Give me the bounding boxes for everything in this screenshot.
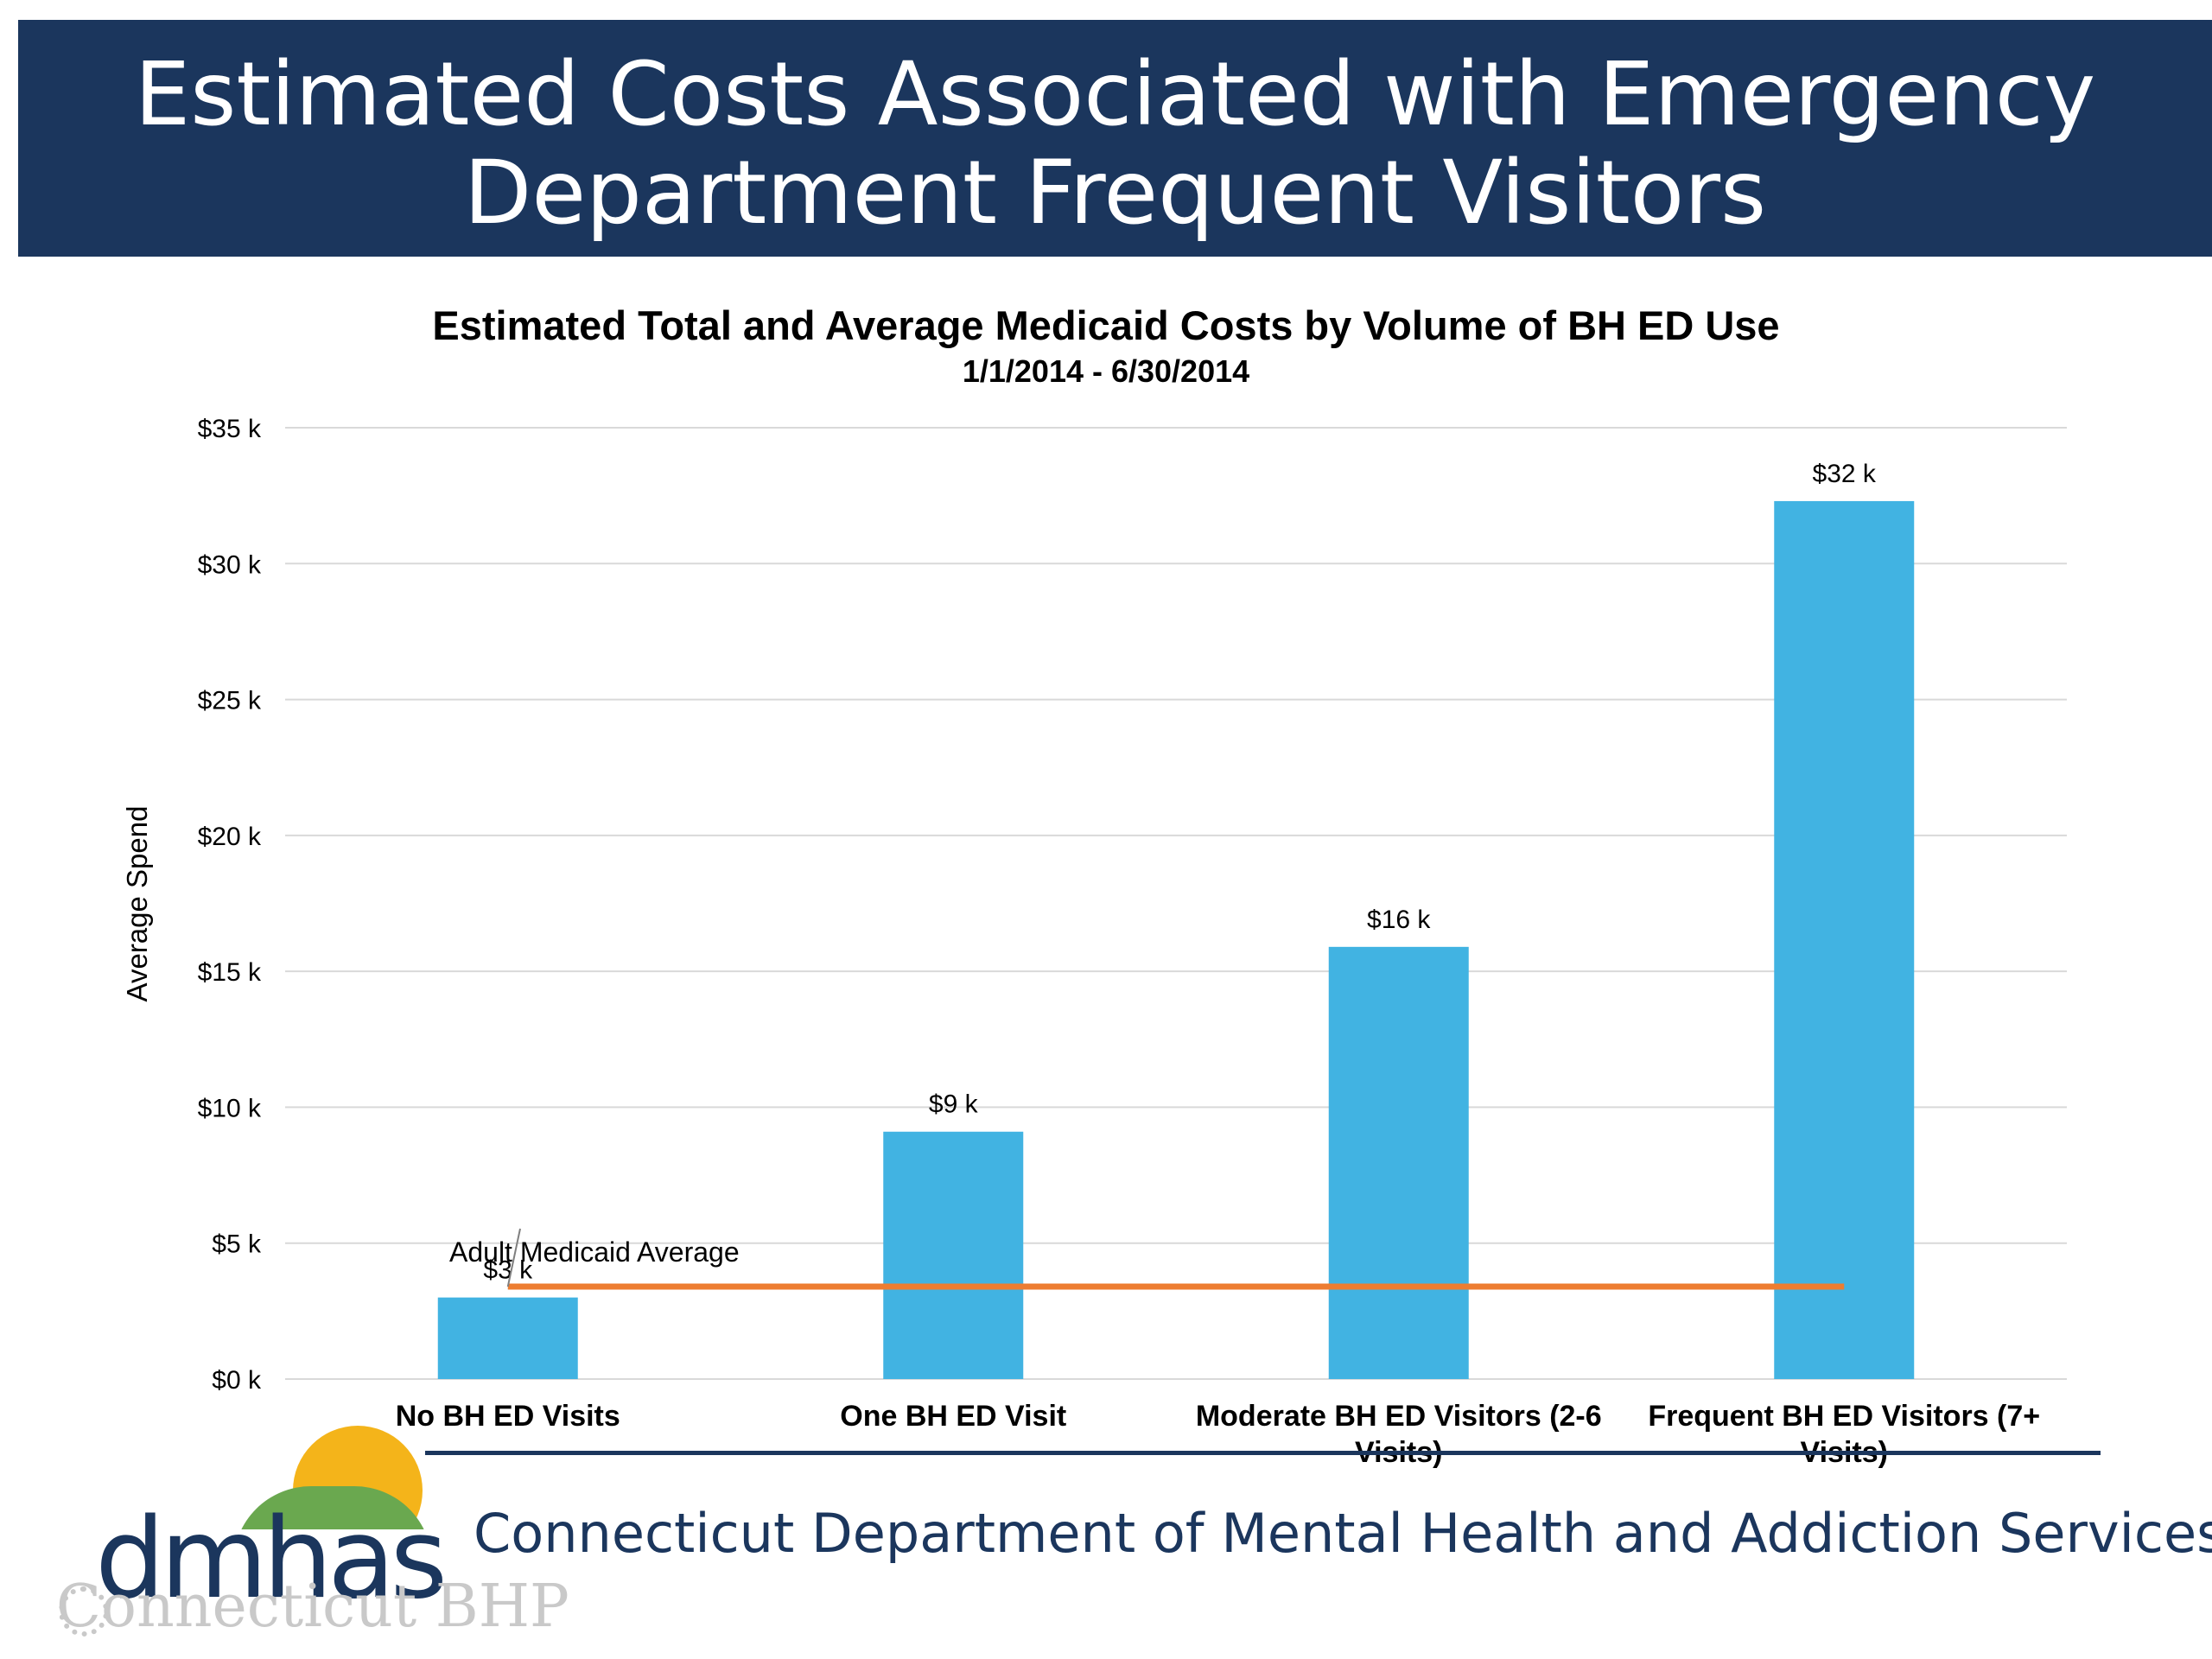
chart-subtitle: 1/1/2014 - 6/30/2014 <box>963 353 1249 389</box>
y-tick-label: $20 k <box>198 823 262 851</box>
logo-wordmark: dmhas <box>95 1495 448 1624</box>
x-category-label: Moderate BH ED Visitors (2-6 <box>1196 1400 1602 1433</box>
y-axis-label: Average Spend <box>121 806 153 1002</box>
x-category-label: No BH ED Visits <box>396 1400 620 1433</box>
y-tick-label: $15 k <box>198 958 262 987</box>
data-label: $9 k <box>929 1090 979 1119</box>
y-tick-label: $10 k <box>198 1094 262 1122</box>
reference-line-label: Adult Medicaid Average <box>449 1236 740 1268</box>
chart-title: Estimated Total and Average Medicaid Cos… <box>432 302 1779 348</box>
data-label: $32 k <box>1813 460 1877 488</box>
y-tick-label: $35 k <box>198 415 262 443</box>
x-category-label: Frequent BH ED Visitors (7+ <box>1648 1400 2040 1433</box>
x-category-label: One BH ED Visit <box>840 1400 1066 1433</box>
slide-title-line-1: Estimated Costs Associated with Emergenc… <box>134 43 2096 146</box>
data-label: $3 k <box>483 1256 533 1285</box>
logo-subtext: Connecticut BHP <box>56 1573 569 1641</box>
y-tick-label: $25 k <box>198 687 262 715</box>
bar <box>1774 500 1915 1379</box>
y-tick-label: $0 k <box>212 1366 262 1395</box>
flower-icon <box>59 1586 109 1637</box>
footer-organization-name: Connecticut Department of Mental Health … <box>474 1502 2212 1565</box>
bar <box>883 1131 1024 1379</box>
reference-leader-line <box>506 1228 521 1287</box>
footer-divider <box>425 1451 2101 1455</box>
dmhas-logo: dmhas Connecticut BHP <box>52 1417 622 1642</box>
bar-chart: Estimated Total and Average Medicaid Cos… <box>121 302 2067 1469</box>
data-label: $16 k <box>1367 906 1431 934</box>
y-tick-label: $30 k <box>198 550 262 579</box>
title-banner: Estimated Costs Associated with Emergenc… <box>18 20 2212 257</box>
y-tick-label: $5 k <box>212 1230 262 1259</box>
bar <box>1328 946 1469 1379</box>
slide-title-line-2: Department Frequent Visitors <box>463 142 1767 245</box>
bar <box>437 1297 578 1379</box>
